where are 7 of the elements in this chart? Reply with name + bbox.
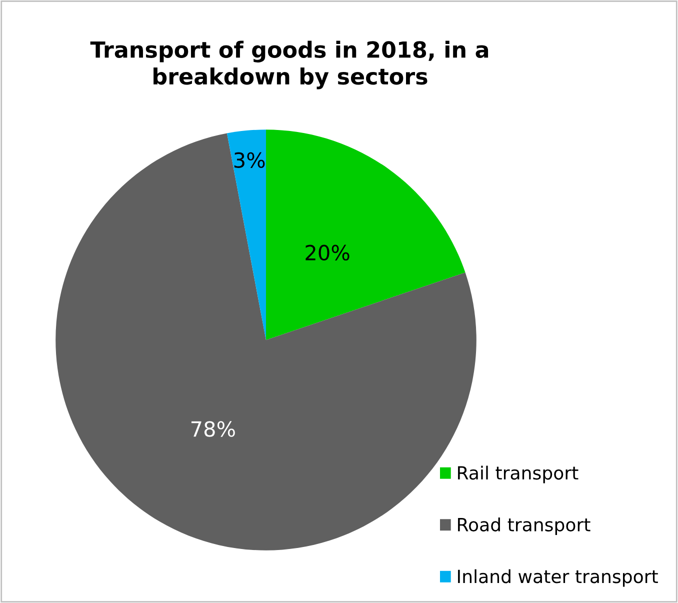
data-label: 78% — [191, 421, 235, 437]
chart-title: Transport of goods in 2018, in a breakdown by sectors — [90, 40, 488, 90]
legend-label: Road transport — [458, 517, 590, 535]
legend-label: Rail transport — [458, 466, 578, 484]
legend-label: Inland water transport — [458, 569, 658, 587]
data-label: 3% — [234, 152, 265, 168]
data-label: 20% — [306, 244, 350, 261]
